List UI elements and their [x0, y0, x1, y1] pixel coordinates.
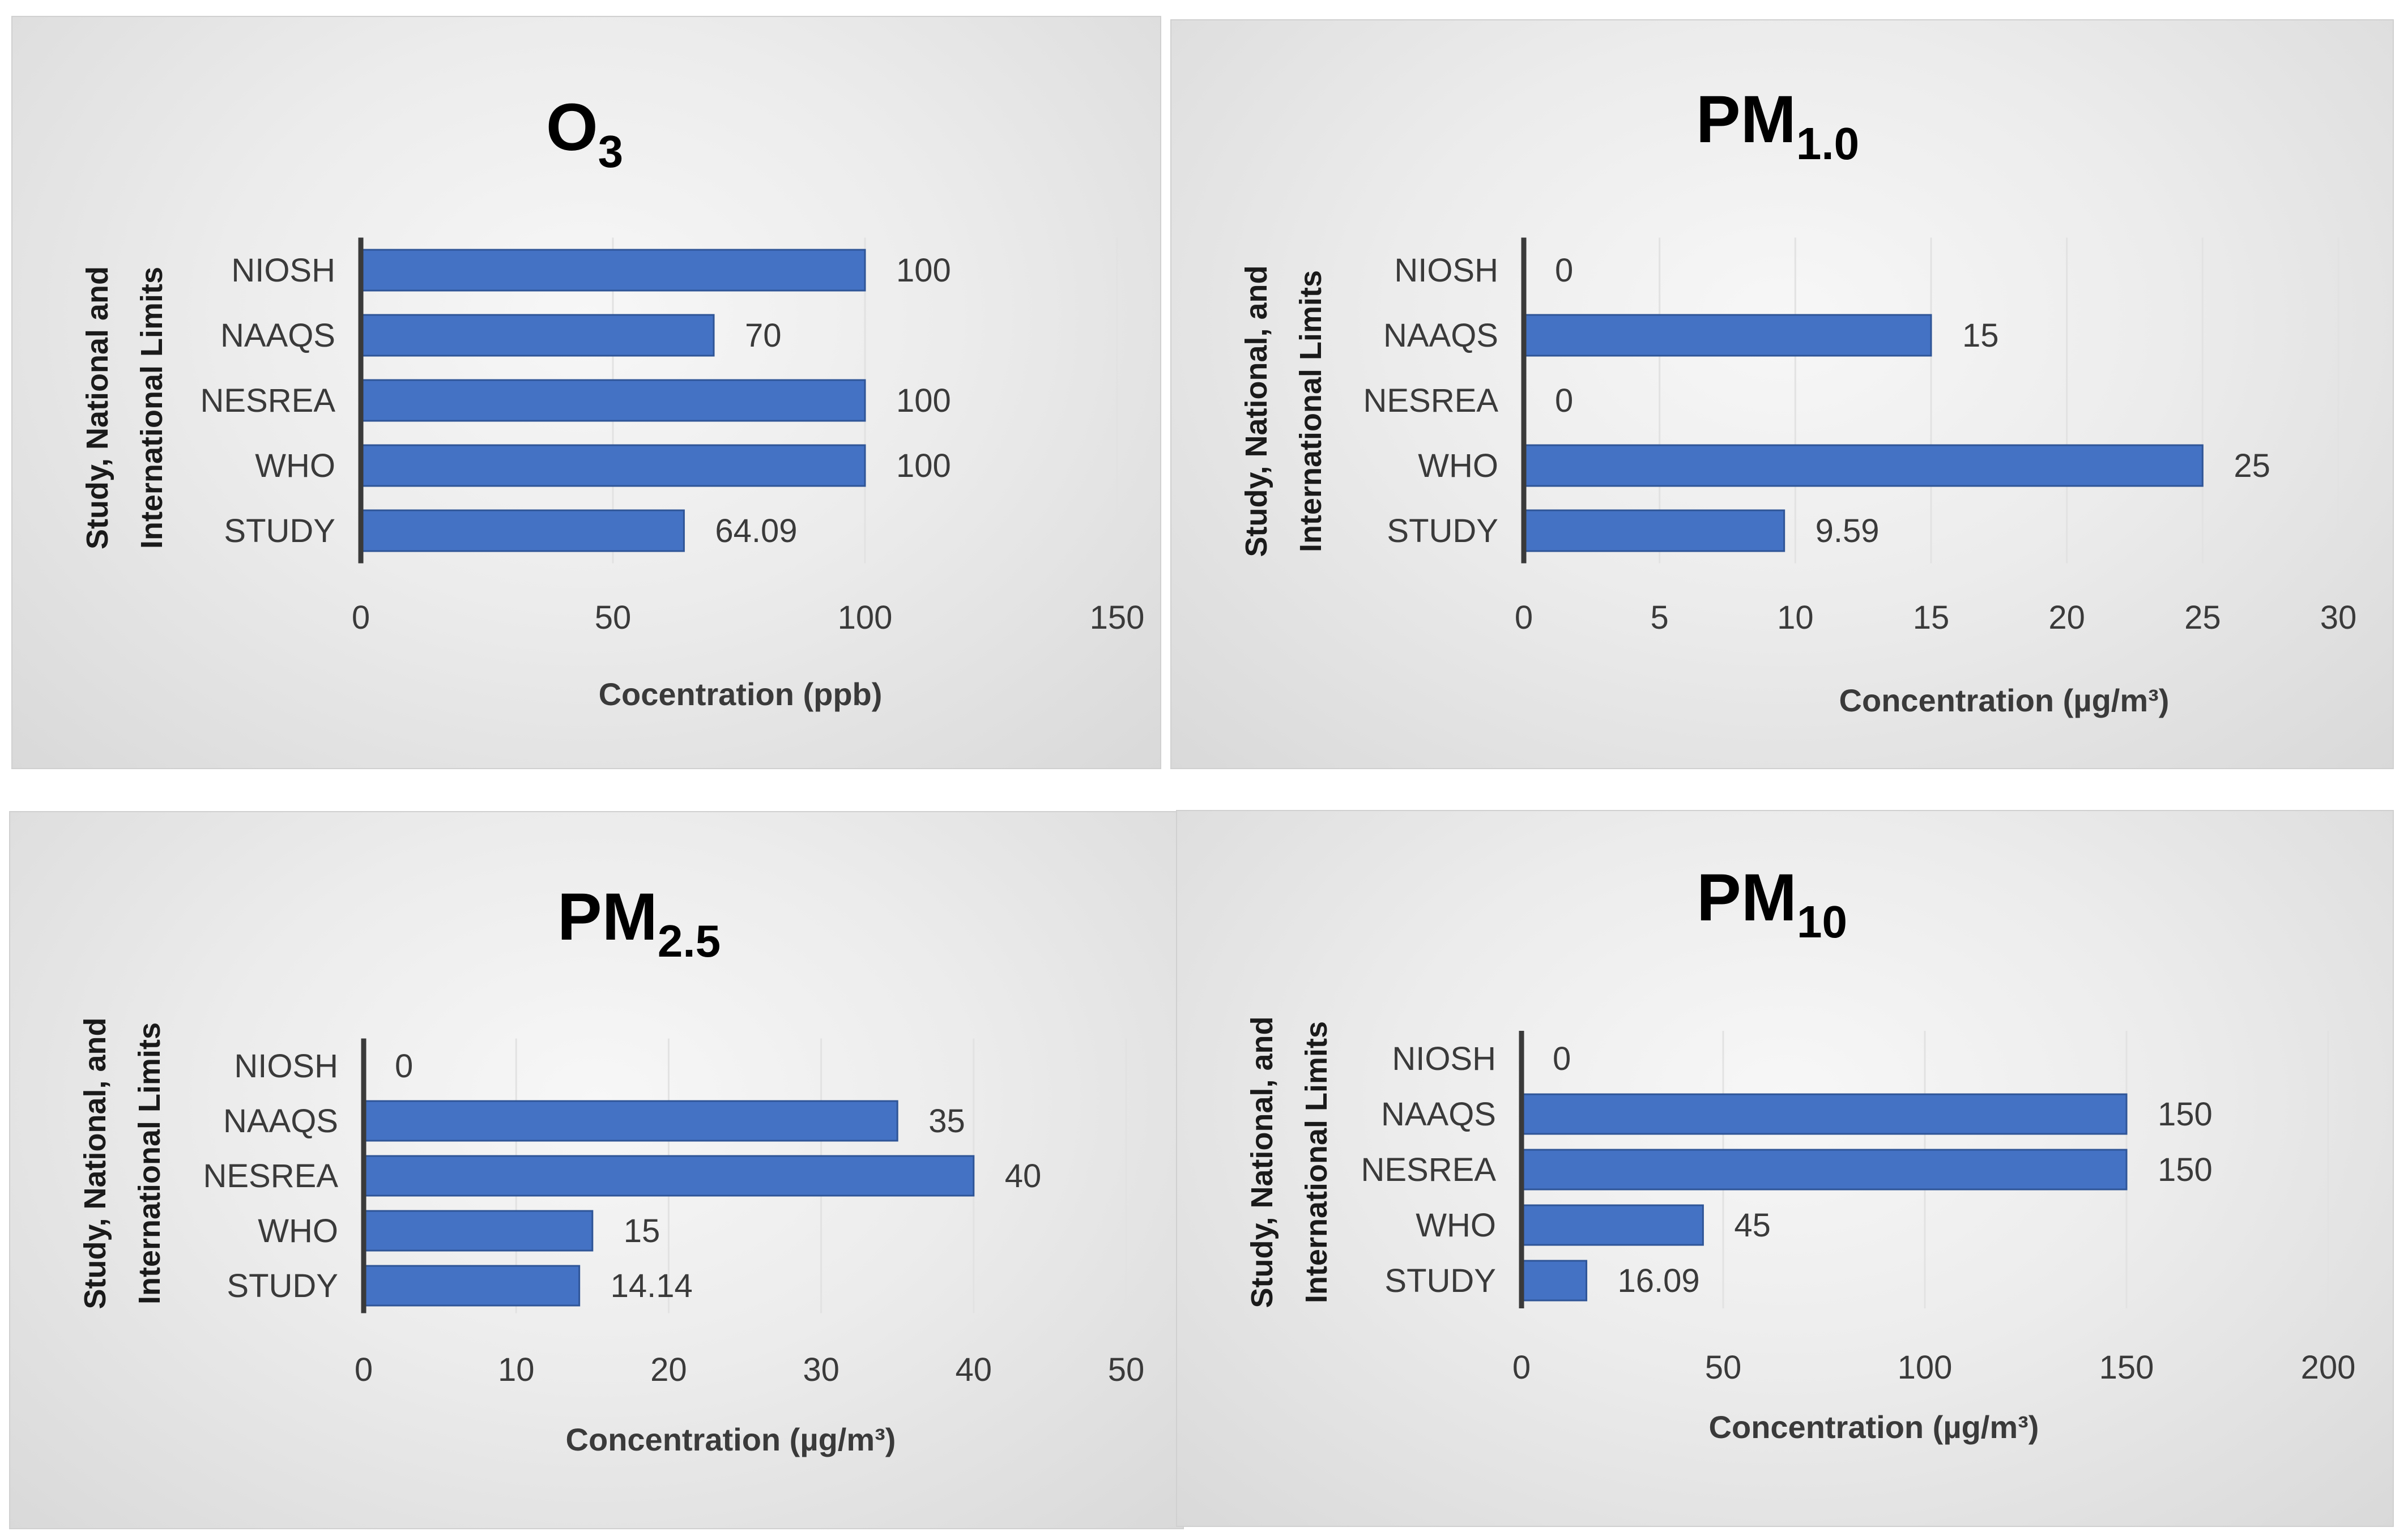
chart-panel-pm1: PM1.0 NIOSH 0 NAAQS 15 NESREA 0 WHO 25 STUDY 9.59 0… [1170, 19, 2394, 769]
pm10-x-tick-label: 0 [1512, 1349, 1531, 1386]
pm1-category-label: NIOSH [1394, 252, 1498, 289]
pm1-data-label: 0 [1555, 382, 1573, 419]
pm1-x-tick-label: 10 [1777, 599, 1814, 636]
o3-category-label: NESREA [200, 382, 335, 419]
o3-bar-niosh [360, 249, 866, 292]
pm10-category-label: NIOSH [1392, 1040, 1496, 1077]
pm1-x-axis-label: Concentration (µg/m³) [1839, 682, 2170, 718]
pm1-bar-study [1523, 509, 1785, 552]
o3-bar-naaqs [360, 314, 715, 357]
chart-pm25: PM2.5 NIOSH 0 NAAQS 35 NESREA 40 WHO 15 STUDY 14.1… [78, 880, 1145, 1457]
pm25-x-tick-label: 20 [650, 1351, 687, 1388]
o3-category-label: NIOSH [231, 252, 335, 289]
pm10-data-label: 16.09 [1618, 1262, 1700, 1299]
pm25-bar-who [363, 1210, 594, 1252]
pm1-category-label: NESREA [1363, 382, 1498, 419]
pm25-x-tick-label: 30 [803, 1351, 839, 1388]
pm25-bar-study [363, 1265, 581, 1307]
pm10-x-tick-label: 200 [2301, 1349, 2356, 1386]
pm10-x-tick-label: 100 [1898, 1349, 1953, 1386]
o3-x-tick-label: 100 [838, 599, 893, 636]
pm1-chart-title: PM1.0 [1696, 82, 1859, 169]
pm25-x-tick-label: 0 [355, 1351, 373, 1388]
pm25-chart-title: PM2.5 [557, 880, 721, 966]
pm25-x-tick-label: 50 [1108, 1351, 1145, 1388]
pm1-x-tick-label: 15 [1913, 599, 1950, 636]
pm1-data-label: 15 [1962, 317, 1999, 354]
o3-x-tick-label: 0 [352, 599, 370, 636]
pm1-x-tick-label: 25 [2184, 599, 2221, 636]
pm1-x-tick-label: 20 [2048, 599, 2085, 636]
pm25-x-tick-label: 40 [956, 1351, 992, 1388]
pm1-y-axis-label: Study, National, and International Limits [1239, 265, 1328, 557]
pm25-category-label: NESREA [203, 1158, 338, 1195]
pm25-bar-nesrea [363, 1155, 975, 1197]
o3-category-label: NAAQS [220, 317, 335, 354]
pm1-x-tick-label: 30 [2320, 599, 2357, 636]
pm10-y-axis-label: Study, National, and International Limits [1245, 1016, 1333, 1308]
pm1-category-label: STUDY [1387, 513, 1498, 549]
chart-pm1: PM1.0 NIOSH 0 NAAQS 15 NESREA 0 WHO 25 STUDY 9.59 0… [1239, 82, 2357, 718]
pm1-data-label: 25 [2234, 447, 2270, 484]
pm10-data-label: 150 [2158, 1151, 2213, 1188]
pm25-data-label: 14.14 [611, 1268, 693, 1304]
pm25-category-label: WHO [258, 1213, 338, 1249]
chart-o3: O3 NIOSH 100 NAAQS 70 NESREA 100 WHO 100 STUDY 64.… [80, 90, 1145, 712]
pm25-category-label: STUDY [227, 1268, 338, 1304]
pm10-bar-naaqs [1520, 1093, 2128, 1135]
pm10-data-label: 0 [1553, 1040, 1571, 1077]
o3-category-label: STUDY [224, 513, 335, 549]
pm10-category-label: NESREA [1361, 1151, 1496, 1188]
o3-chart-title: O3 [546, 90, 623, 177]
pm25-data-label: 0 [395, 1048, 413, 1085]
o3-bar-who [360, 444, 866, 487]
chart-pm10: PM10 NIOSH 0 NAAQS 150 NESREA 150 WHO 45 STUDY 16.… [1245, 860, 2356, 1445]
o3-data-label: 100 [896, 447, 951, 484]
pm25-category-label: NAAQS [223, 1103, 338, 1140]
pm10-data-label: 45 [1734, 1207, 1771, 1244]
o3-bar-nesrea [360, 379, 866, 422]
pm1-data-label: 9.59 [1816, 513, 1880, 549]
pm1-data-label: 0 [1555, 252, 1573, 289]
pm10-bar-study [1520, 1260, 1588, 1302]
pm1-bar-naaqs [1523, 314, 1932, 357]
pm25-data-label: 40 [1005, 1158, 1042, 1195]
pm10-chart-title: PM10 [1697, 860, 1847, 947]
pm10-x-axis-label: Concentration (µg/m³) [1709, 1409, 2039, 1445]
pm1-category-label: NAAQS [1383, 317, 1498, 354]
pm10-data-label: 150 [2158, 1096, 2213, 1133]
chart-panel-pm25: PM2.5 NIOSH 0 NAAQS 35 NESREA 40 WHO 15 STUDY 14.1… [9, 811, 1184, 1529]
chart-panel-o3: O3 NIOSH 100 NAAQS 70 NESREA 100 WHO 100 STUDY 64.… [11, 16, 1161, 769]
pm10-category-label: NAAQS [1381, 1096, 1496, 1133]
o3-data-label: 100 [896, 382, 951, 419]
o3-bar-study [360, 509, 685, 552]
pm10-bar-nesrea [1520, 1149, 2128, 1191]
o3-data-label: 64.09 [715, 513, 797, 549]
pm25-data-label: 35 [928, 1103, 965, 1140]
pm25-y-axis-label: Study, National, and International Limits [78, 1017, 167, 1309]
pm1-bar-who [1523, 444, 2204, 487]
pm10-x-tick-label: 150 [2099, 1349, 2154, 1386]
o3-category-label: WHO [255, 447, 335, 484]
pm25-category-label: NIOSH [234, 1048, 338, 1085]
o3-x-tick-label: 50 [595, 599, 632, 636]
pm1-x-tick-label: 0 [1515, 599, 1533, 636]
pm1-category-label: WHO [1418, 447, 1498, 484]
pm10-category-label: STUDY [1384, 1262, 1496, 1299]
pm25-x-tick-label: 10 [498, 1351, 535, 1388]
o3-data-label: 70 [745, 317, 782, 354]
pm25-bar-naaqs [363, 1100, 898, 1142]
o3-x-tick-label: 150 [1090, 599, 1145, 636]
pm10-x-tick-label: 50 [1705, 1349, 1742, 1386]
chart-panel-pm10: PM10 NIOSH 0 NAAQS 150 NESREA 150 WHO 45 STUDY 16.… [1176, 810, 2394, 1527]
pm25-x-axis-label: Concentration (µg/m³) [566, 1422, 896, 1457]
o3-y-axis-label: Study, National and International Limits [80, 266, 169, 549]
o3-x-axis-label: Cocentration (ppb) [599, 676, 883, 712]
pm1-x-tick-label: 5 [1651, 599, 1669, 636]
o3-data-label: 100 [896, 252, 951, 289]
pm25-data-label: 15 [624, 1213, 660, 1249]
pm10-category-label: WHO [1416, 1207, 1496, 1244]
pm10-bar-who [1520, 1204, 1704, 1246]
